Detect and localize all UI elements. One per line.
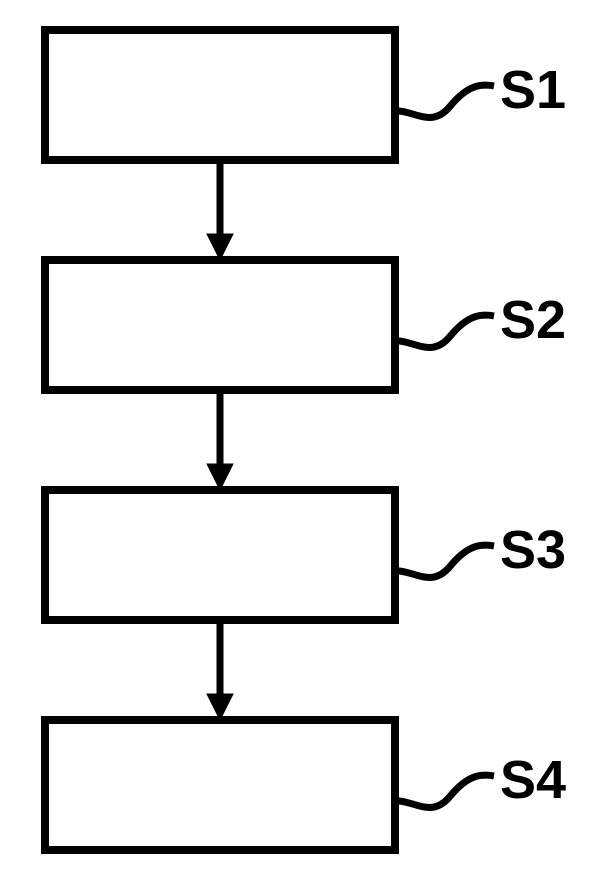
flow-step-box [45,720,395,850]
step-label: S2 [500,290,566,350]
flowchart-canvas: S1 S2 S3 S4 [0,0,614,874]
step-label: S4 [500,750,566,810]
step-label: S3 [500,520,566,580]
flow-step-box [45,30,395,160]
label-connector [395,315,494,347]
flow-step-box [45,490,395,620]
step-label: S1 [500,60,566,120]
label-connector [395,775,494,807]
label-connector [395,85,494,117]
label-connector [395,545,494,577]
flow-step-box [45,260,395,390]
